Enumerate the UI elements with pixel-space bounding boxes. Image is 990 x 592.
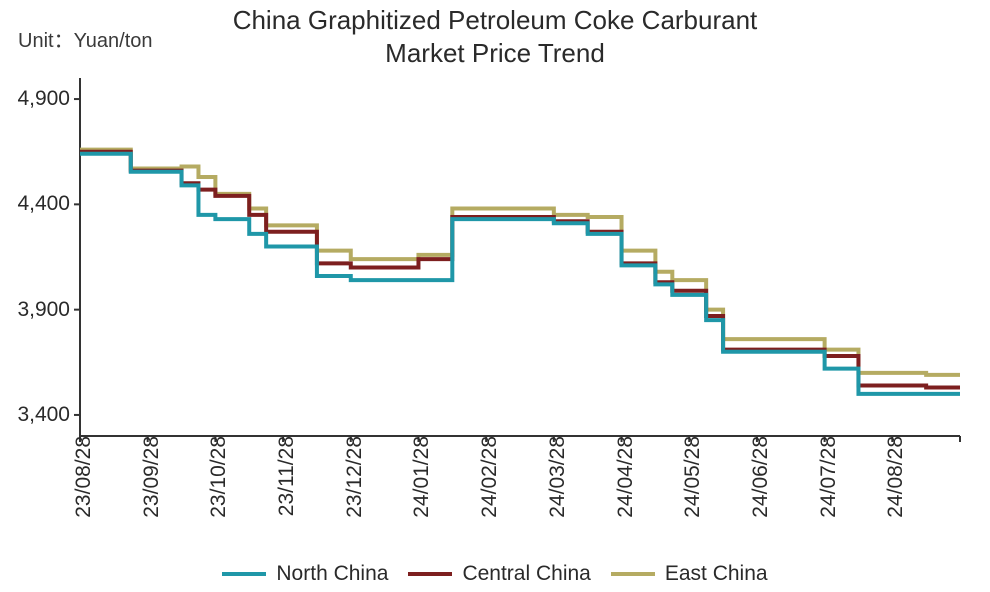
xtick-label: 24/05/28	[681, 436, 705, 518]
legend-label: Central China	[462, 562, 590, 586]
legend: North China Central China East China	[0, 558, 990, 586]
ytick-label: 4,900	[17, 87, 70, 111]
plot-area: 3,4003,9004,4004,90023/08/2823/09/2823/1…	[80, 78, 960, 436]
legend-swatch	[611, 572, 655, 576]
xtick-label: 24/04/28	[614, 436, 638, 518]
xtick-label: 24/07/28	[817, 436, 841, 518]
xtick-label: 23/08/28	[72, 436, 96, 518]
legend-swatch	[408, 572, 452, 576]
axis-lines	[80, 78, 960, 436]
xtick-label: 24/01/28	[410, 436, 434, 518]
legend-swatch	[222, 572, 266, 576]
xtick-label: 23/09/28	[140, 436, 164, 518]
ytick-label: 4,400	[17, 192, 70, 216]
xtick-label: 23/10/28	[207, 436, 231, 518]
xtick-label: 24/08/28	[884, 436, 908, 518]
xtick-label: 24/03/28	[546, 436, 570, 518]
ytick-label: 3,400	[17, 403, 70, 427]
legend-item: North China	[222, 562, 388, 586]
legend-item: Central China	[408, 562, 590, 586]
price-trend-chart: China Graphitized Petroleum Coke Carbura…	[0, 0, 990, 592]
xtick-label: 23/11/28	[275, 436, 299, 516]
legend-label: East China	[665, 562, 768, 586]
legend-label: North China	[276, 562, 388, 586]
xtick-label: 23/12/28	[343, 436, 367, 518]
xtick-label: 24/06/28	[749, 436, 773, 518]
xtick-label: 24/02/28	[478, 436, 502, 518]
ytick-label: 3,900	[17, 298, 70, 322]
series-line	[80, 152, 960, 388]
legend-item: East China	[611, 562, 768, 586]
series-line	[80, 150, 960, 375]
unit-label: Unit：Yuan/ton	[18, 24, 153, 53]
